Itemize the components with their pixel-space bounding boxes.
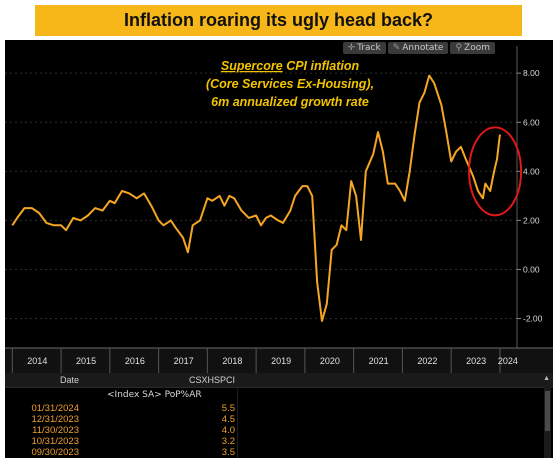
- row-value: 4.0: [221, 425, 235, 436]
- scroll-up-arrow-icon[interactable]: ▲: [543, 375, 550, 382]
- annotation-line-2: (Core Services Ex-Housing),: [206, 77, 374, 91]
- highlight-circle: [468, 126, 523, 217]
- row-value: 3.2: [221, 436, 235, 447]
- x-tick-label: 2020: [320, 356, 340, 366]
- y-tick-label: 6.00: [523, 117, 540, 127]
- y-tick-label: 0.00: [523, 264, 540, 274]
- annotation-line-1: Supercore CPI inflation: [221, 59, 360, 73]
- annotation-line-3: 6m annualized growth rate: [211, 95, 369, 109]
- table-header: Date CSXHSPCI ▲: [5, 373, 553, 388]
- y-tick-label: 4.00: [523, 166, 540, 176]
- date-column-header[interactable]: Date: [59, 375, 79, 385]
- track-label: Track: [357, 43, 381, 53]
- x-tick-label: 2014: [27, 356, 47, 366]
- y-tick-label: 2.00: [523, 215, 540, 225]
- row-date: 10/31/2023: [31, 436, 79, 447]
- x-tick-label: 2021: [369, 356, 389, 366]
- row-value: 3.5: [221, 447, 235, 458]
- y-tick-label: -2.00: [523, 314, 543, 324]
- row-date: 01/31/2024: [31, 403, 79, 414]
- table-row[interactable]: 01/31/2024 5.5: [5, 403, 545, 415]
- zoom-label: Zoom: [464, 43, 490, 53]
- table-row[interactable]: 09/30/2023 3.5: [5, 447, 545, 458]
- x-tick-label: 2022: [417, 356, 437, 366]
- annotation-rest: CPI inflation: [283, 59, 360, 73]
- x-tick-label: 2018: [222, 356, 242, 366]
- title-banner: Inflation roaring its ugly head back?: [35, 5, 522, 36]
- terminal-panel: -2.00 0.00 2.00 4.00 6.00 8.00 2014 2015 2016 201…: [5, 40, 553, 458]
- row-value: 4.5: [221, 414, 235, 425]
- y-tick-label: 8.00: [523, 68, 540, 78]
- scrollbar-thumb[interactable]: [545, 391, 550, 431]
- row-value: 5.5: [221, 403, 235, 414]
- x-tick-label: 2024: [498, 356, 518, 366]
- crosshair-icon: ✛: [347, 43, 356, 53]
- row-date: 11/30/2023: [32, 425, 79, 436]
- table-row[interactable]: 11/30/2023 4.0: [5, 425, 545, 437]
- x-axis-band: [5, 348, 553, 373]
- x-tick-label: 2015: [76, 356, 96, 366]
- ticker-column-header[interactable]: CSXHSPCI: [188, 375, 235, 385]
- line-chart: -2.00 0.00 2.00 4.00 6.00 8.00 2014 2015 2016 201…: [5, 40, 553, 373]
- column-divider: [237, 387, 238, 458]
- x-tick-label: 2016: [125, 356, 145, 366]
- track-button[interactable]: ✛ Track: [342, 42, 386, 54]
- annotation-highlight-word: Supercore: [221, 59, 283, 73]
- x-tick-label: 2019: [271, 356, 291, 366]
- plot-background: [5, 40, 553, 373]
- annotate-label: Annotate: [402, 43, 444, 53]
- row-date: 12/31/2023: [31, 414, 79, 425]
- magnifier-icon: ⚲: [455, 43, 463, 53]
- pencil-icon: ✎: [392, 43, 401, 53]
- annotate-button[interactable]: ✎ Annotate: [387, 42, 449, 54]
- series-line-csxhspci: [11, 74, 501, 322]
- table-row[interactable]: 12/31/2023 4.5: [5, 414, 545, 426]
- chart-toolbar: ✛ Track ✎ Annotate ⚲ Zoom: [342, 42, 495, 54]
- table-subheader: <Index SA> PoP%AR: [107, 390, 202, 400]
- table-row[interactable]: 10/31/2023 3.2: [5, 436, 545, 448]
- data-table: Date CSXHSPCI ▲ <Index SA> PoP%AR 01/31/…: [5, 373, 553, 458]
- chart-title: Inflation roaring its ugly head back?: [123, 10, 434, 30]
- zoom-button[interactable]: ⚲ Zoom: [450, 42, 495, 54]
- x-tick-label: 2017: [174, 356, 194, 366]
- x-tick-label: 2023: [466, 356, 486, 366]
- table-scrollbar[interactable]: [544, 387, 551, 458]
- row-date: 09/30/2023: [31, 447, 79, 458]
